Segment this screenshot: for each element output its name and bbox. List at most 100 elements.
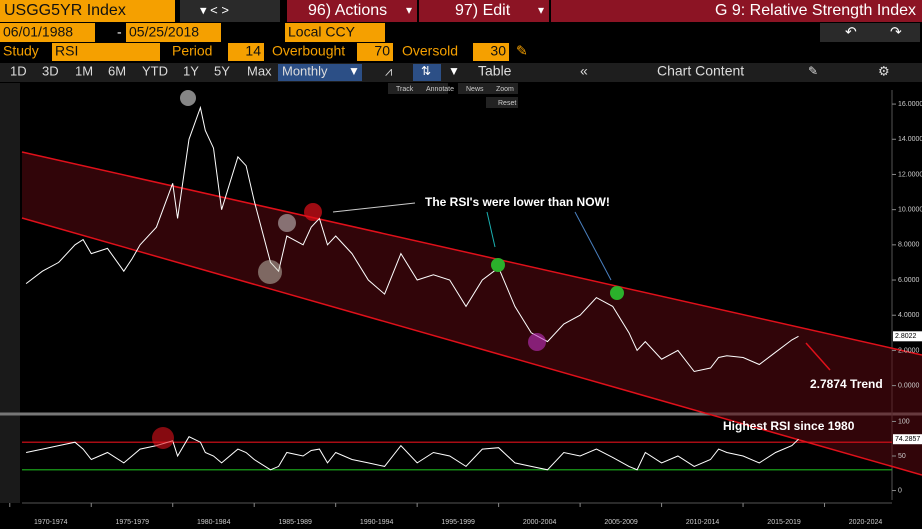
- menu-item: Track: [396, 86, 414, 93]
- end-date: 05/25/2018: [129, 24, 199, 40]
- tab[interactable]: YTD: [142, 63, 168, 78]
- marker: [304, 203, 322, 221]
- study-name: RSI: [55, 43, 78, 59]
- menu-button[interactable]: [488, 83, 518, 94]
- chart-icon[interactable]: ⩘: [385, 63, 392, 78]
- menu-button[interactable]: [458, 83, 488, 94]
- y-tick-label: 2.0000: [898, 347, 920, 354]
- y-tick-label: 100: [898, 418, 910, 425]
- reset-button[interactable]: [486, 97, 518, 108]
- x-tick-label: 1995-1999: [441, 519, 475, 526]
- tab[interactable]: Monthly: [282, 63, 328, 78]
- currency-field[interactable]: [285, 23, 385, 42]
- reset: Reset: [498, 100, 516, 107]
- y-tick-label: 16.0000: [898, 101, 922, 108]
- x-tick-label: 2015-2019: [767, 519, 801, 526]
- edit-button[interactable]: [419, 0, 549, 22]
- period: 14: [245, 43, 261, 59]
- toolbar: [0, 63, 922, 82]
- x-tick-label: 2020-2024: [849, 519, 883, 526]
- annotation: Highest RSI since 1980: [723, 419, 855, 433]
- period-label: Period: [172, 43, 212, 59]
- edit: 97) Edit: [455, 2, 511, 19]
- annotation: 2.7874 Trend: [810, 377, 883, 391]
- function-title: G 9: Relative Strength Index: [715, 2, 916, 19]
- y-tick-label: 0: [898, 487, 902, 494]
- end-date-field[interactable]: [126, 23, 221, 42]
- marker: [491, 258, 505, 272]
- series-line: [25, 436, 799, 471]
- tab[interactable]: 1Y: [183, 63, 199, 78]
- period-field[interactable]: [228, 43, 264, 61]
- x-tick-label: 1970-1974: [34, 519, 68, 526]
- y-tick-label: 14.0000: [898, 136, 922, 143]
- last-value-tag: [893, 331, 922, 342]
- annotation: The RSI's were lower than NOW!: [425, 195, 610, 209]
- tab[interactable]: Max: [247, 63, 272, 78]
- caret: ▾: [406, 3, 412, 17]
- tool-icon: ⇅: [421, 64, 431, 78]
- tab[interactable]: 6M: [108, 63, 126, 78]
- arrow: [805, 342, 831, 371]
- caret: ▼: [348, 64, 360, 78]
- tab[interactable]: 1D: [10, 63, 27, 78]
- menu-item: News: [466, 86, 484, 93]
- x-tick-label: 1985-1989: [278, 519, 312, 526]
- y-tick-label: 12.0000: [898, 171, 922, 178]
- arrow: [332, 202, 416, 213]
- tab-active[interactable]: [278, 64, 362, 81]
- x-tick-label: 1990-1994: [360, 519, 394, 526]
- marker: [152, 427, 174, 449]
- tool-button[interactable]: [413, 64, 441, 81]
- function-bar: [551, 0, 922, 22]
- study-field[interactable]: [52, 43, 160, 61]
- tab[interactable]: 5Y: [214, 63, 230, 78]
- last-value-tag: [893, 434, 922, 445]
- y-tick-label: 0.0000: [898, 382, 920, 389]
- nav-icons: ▾ < >: [200, 2, 229, 17]
- overbought-field[interactable]: [357, 43, 393, 61]
- trend-channel: [22, 152, 922, 475]
- nav-buttons[interactable]: [180, 0, 280, 22]
- tab[interactable]: 3D: [42, 63, 59, 78]
- side-toolbar: [0, 83, 20, 503]
- undo-icon: ↶: [845, 24, 857, 40]
- ticker-field[interactable]: [0, 0, 175, 22]
- chart-menu: Track Annotate News Zoom Reset: [388, 83, 518, 108]
- table-button[interactable]: Table: [478, 63, 512, 79]
- study-label: Study: [3, 43, 39, 59]
- y-tick-label: 6.0000: [898, 277, 920, 284]
- last-value: 74.2857: [895, 436, 920, 443]
- start-date: 06/01/1988: [3, 24, 73, 40]
- chart-content-button[interactable]: Chart Content: [657, 63, 744, 79]
- currency: Local CCY: [288, 24, 356, 40]
- redo-icon: ↷: [890, 24, 902, 40]
- menu-button[interactable]: [388, 83, 418, 94]
- menu-item: Zoom: [496, 86, 514, 93]
- x-tick-label: 2000-2004: [523, 519, 557, 526]
- actions: 96) Actions: [308, 2, 387, 19]
- y-tick-label: 50: [898, 453, 906, 460]
- start-date-field[interactable]: [0, 23, 95, 42]
- actions-button[interactable]: [287, 0, 417, 22]
- collapse-icon[interactable]: «: [580, 63, 588, 79]
- menu-button[interactable]: [418, 83, 448, 94]
- menu-item: Annotate: [426, 86, 454, 93]
- marker: [528, 333, 546, 351]
- oversold-field[interactable]: [473, 43, 509, 61]
- caret: ▾: [538, 3, 544, 17]
- marker: [610, 286, 624, 300]
- x-tick-label: 2005-2009: [604, 519, 638, 526]
- tab[interactable]: 1M: [75, 63, 93, 78]
- oversold-label: Oversold: [402, 43, 458, 59]
- last-value: 2.8022: [895, 333, 917, 340]
- undo-redo[interactable]: [820, 23, 920, 42]
- settings-icon[interactable]: ⚙: [878, 63, 890, 78]
- arrow: [574, 211, 612, 281]
- edit-icon[interactable]: ✎: [808, 64, 818, 78]
- caret: ▼: [448, 64, 460, 78]
- pencil-icon[interactable]: ✎: [516, 43, 528, 59]
- arrow: [486, 211, 496, 248]
